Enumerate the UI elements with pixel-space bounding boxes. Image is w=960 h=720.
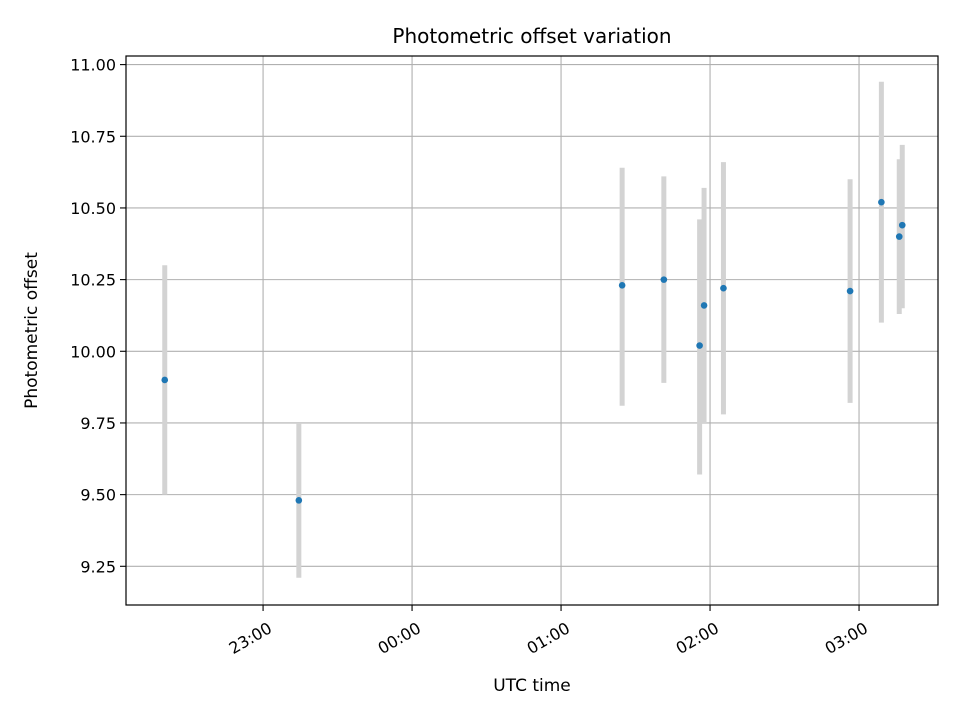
data-point <box>696 342 703 349</box>
data-point <box>878 198 885 206</box>
plot-frame <box>125 55 939 606</box>
grid-lines <box>126 56 938 605</box>
x-axis-label: UTC time <box>493 676 571 696</box>
data-point <box>700 302 708 309</box>
data-point <box>898 221 906 229</box>
y-tick-label: 10.75 <box>70 127 116 146</box>
data-point <box>846 287 854 295</box>
data-point <box>618 282 626 289</box>
y-tick-label: 10.00 <box>70 342 116 361</box>
data-point <box>895 233 903 240</box>
chart-title: Photometric offset variation <box>392 24 671 48</box>
y-tick-label: 11.00 <box>70 56 116 75</box>
data-point <box>660 276 668 283</box>
y-axis-label: Photometric offset <box>22 252 42 409</box>
data-point <box>161 376 169 384</box>
y-tick-label: 9.75 <box>80 414 116 433</box>
y-tick-label: 9.50 <box>80 486 116 505</box>
data-point <box>720 284 727 292</box>
y-tick-label: 10.50 <box>70 199 116 218</box>
y-tick-label: 10.25 <box>70 271 116 290</box>
axis-ticks <box>120 64 860 611</box>
y-tick-label: 9.25 <box>80 557 116 576</box>
data-points <box>161 198 906 504</box>
data-point <box>295 497 303 504</box>
